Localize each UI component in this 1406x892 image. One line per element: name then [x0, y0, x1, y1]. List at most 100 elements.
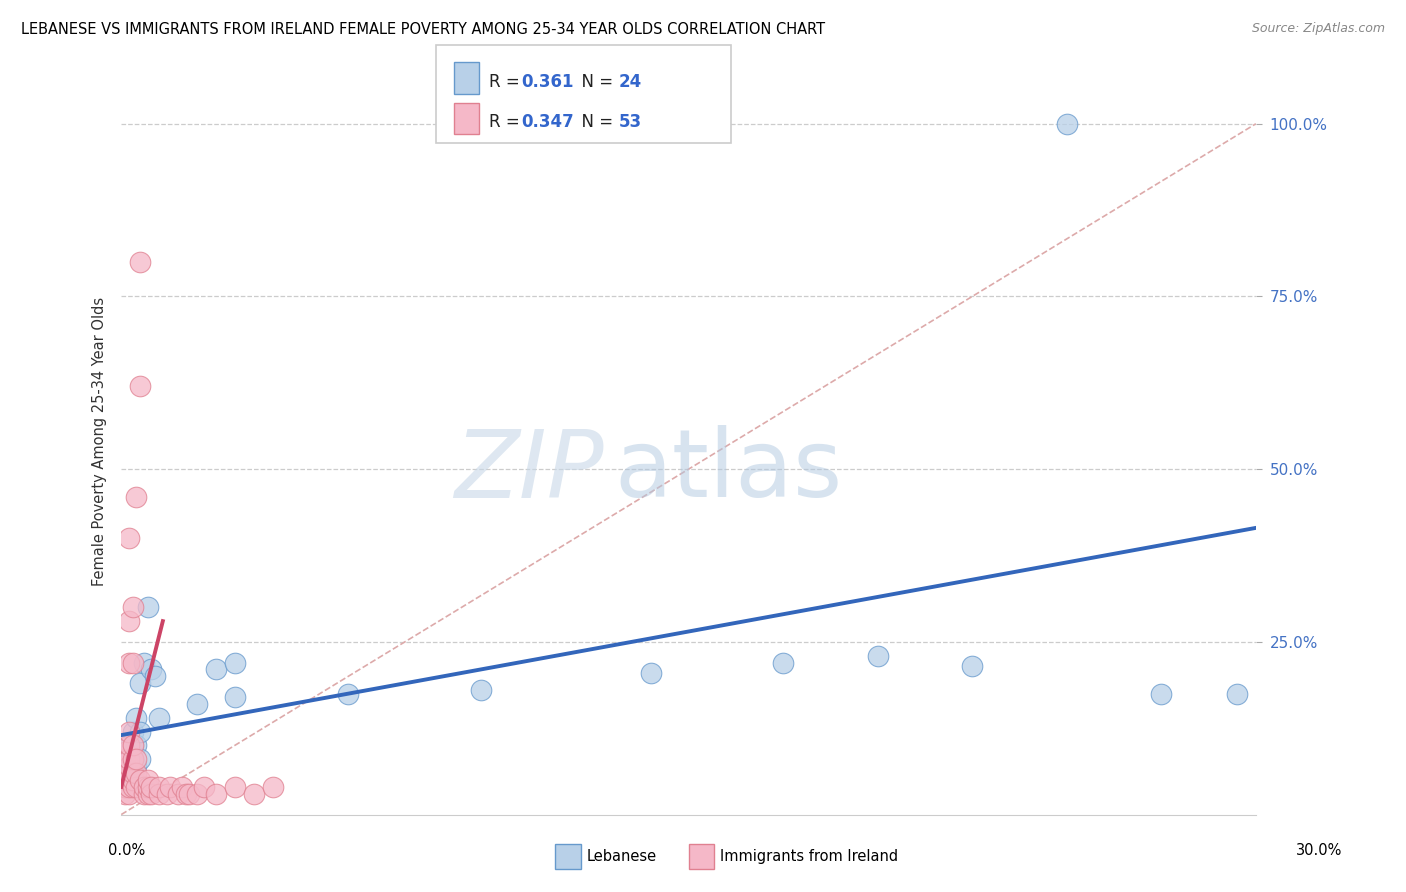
Text: LEBANESE VS IMMIGRANTS FROM IRELAND FEMALE POVERTY AMONG 25-34 YEAR OLDS CORRELA: LEBANESE VS IMMIGRANTS FROM IRELAND FEMA… [21, 22, 825, 37]
Point [242, 787, 264, 801]
Text: N =: N = [571, 73, 619, 91]
Point [118, 780, 141, 794]
Point [129, 255, 152, 269]
Point [132, 787, 155, 801]
Point [118, 759, 141, 773]
Point [224, 780, 246, 794]
Point [141, 787, 163, 801]
Point [170, 780, 193, 794]
Point [118, 772, 141, 787]
Text: R =: R = [489, 113, 526, 131]
Point [179, 787, 201, 801]
Text: Lebanese: Lebanese [586, 849, 657, 863]
Text: 24: 24 [619, 73, 643, 91]
Point [121, 739, 143, 753]
Point [125, 752, 148, 766]
Point [118, 531, 141, 545]
Point [121, 752, 143, 766]
Text: 53: 53 [619, 113, 641, 131]
Point [121, 766, 143, 780]
Text: 0.361: 0.361 [522, 73, 574, 91]
Point [114, 766, 136, 780]
Point [136, 600, 159, 615]
Point [132, 780, 155, 794]
Point [125, 490, 148, 504]
Point [114, 759, 136, 773]
Point [114, 745, 136, 759]
Point [148, 780, 170, 794]
Point [118, 752, 141, 766]
Point [118, 739, 141, 753]
Point [132, 656, 155, 670]
Point [186, 787, 208, 801]
Point [121, 724, 143, 739]
Text: 30.0%: 30.0% [1296, 843, 1343, 858]
Text: 0.347: 0.347 [522, 113, 575, 131]
Point [118, 739, 141, 753]
Text: Source: ZipAtlas.com: Source: ZipAtlas.com [1251, 22, 1385, 36]
Point [204, 663, 226, 677]
Point [155, 787, 177, 801]
Point [337, 687, 360, 701]
Point [470, 683, 492, 698]
Point [121, 739, 143, 753]
Y-axis label: Female Poverty Among 25-34 Year Olds: Female Poverty Among 25-34 Year Olds [93, 297, 107, 586]
Point [118, 614, 141, 628]
Point [114, 780, 136, 794]
Point [186, 697, 208, 711]
Point [118, 724, 141, 739]
Point [224, 656, 246, 670]
Point [960, 659, 983, 673]
Point [129, 752, 152, 766]
Point [114, 772, 136, 787]
Point [118, 752, 141, 766]
Point [136, 780, 159, 794]
Point [167, 787, 190, 801]
Point [174, 787, 197, 801]
Text: ZIP: ZIP [454, 425, 603, 516]
Point [640, 665, 662, 680]
Point [121, 656, 143, 670]
Point [121, 772, 143, 787]
Point [772, 656, 794, 670]
Point [118, 656, 141, 670]
Point [125, 711, 148, 725]
Point [129, 724, 152, 739]
Point [136, 772, 159, 787]
Point [114, 787, 136, 801]
Point [121, 752, 143, 766]
Point [129, 379, 152, 393]
Text: Immigrants from Ireland: Immigrants from Ireland [720, 849, 898, 863]
Text: atlas: atlas [614, 425, 844, 517]
Point [224, 690, 246, 705]
Text: R =: R = [489, 73, 526, 91]
Point [129, 676, 152, 690]
Point [193, 780, 215, 794]
Point [141, 663, 163, 677]
Point [118, 772, 141, 787]
Point [121, 780, 143, 794]
Point [125, 739, 148, 753]
Point [125, 759, 148, 773]
Point [159, 780, 181, 794]
Point [121, 600, 143, 615]
Point [204, 787, 226, 801]
Point [114, 752, 136, 766]
Point [143, 669, 166, 683]
Point [1056, 117, 1078, 131]
Point [866, 648, 889, 663]
Point [114, 780, 136, 794]
Text: N =: N = [571, 113, 619, 131]
Text: 0.0%: 0.0% [108, 843, 145, 858]
Point [1226, 687, 1249, 701]
Point [129, 772, 152, 787]
Point [1150, 687, 1173, 701]
Point [125, 766, 148, 780]
Point [136, 787, 159, 801]
Point [262, 780, 284, 794]
Point [148, 787, 170, 801]
Point [121, 766, 143, 780]
Point [148, 711, 170, 725]
Point [114, 766, 136, 780]
Point [118, 787, 141, 801]
